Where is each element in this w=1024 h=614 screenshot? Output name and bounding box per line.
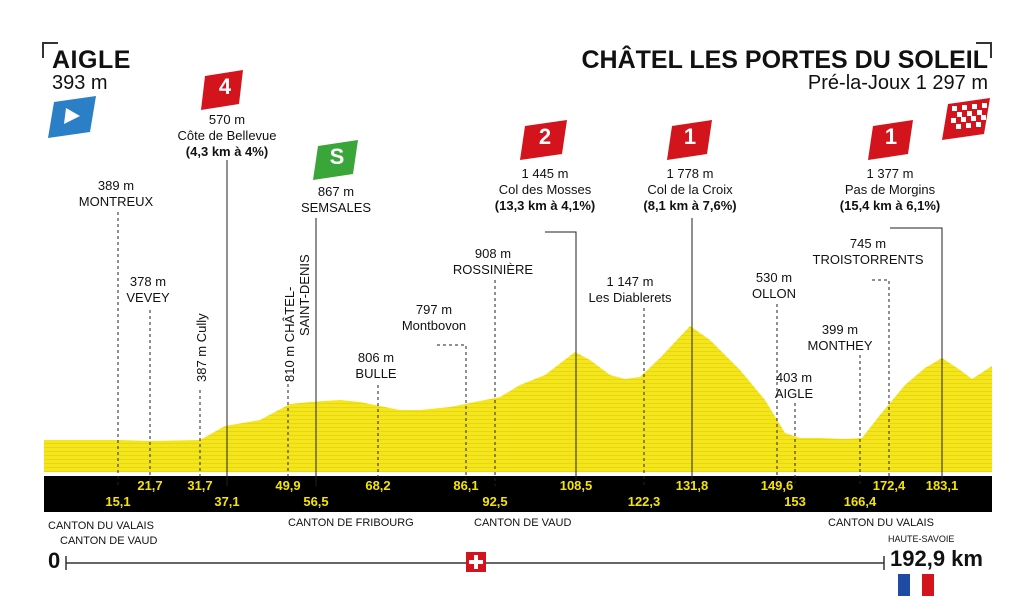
climb-name: Col des Mosses	[498, 182, 592, 197]
km-marker: 122,3	[627, 494, 661, 509]
finish-flag-icon	[942, 98, 990, 140]
finish-town: CHÂTEL LES PORTES DU SOLEIL	[581, 46, 988, 74]
canton-label: CANTON DU VALAIS	[48, 520, 154, 532]
switzerland-flag-icon	[466, 552, 486, 572]
canton-label: CANTON DE VAUD	[60, 535, 158, 547]
climb-label-bellevue: 570 m Côte de Bellevue (4,3 km à 4%)	[177, 112, 276, 160]
climb-altitude: 1 445 m	[521, 166, 569, 181]
sprint-name: SEMSALES	[300, 200, 372, 215]
place-bulle: 806 m BULLE	[355, 350, 397, 381]
frame-corner-right	[976, 42, 992, 58]
km-marker: 149,6	[760, 478, 794, 493]
km-marker: 153	[784, 494, 806, 509]
km-marker: 56,5	[303, 494, 329, 509]
place-montbovon: 797 m Montbovon	[401, 302, 467, 333]
km-band	[44, 476, 992, 512]
climb-detail: (4,3 km à 4%)	[185, 144, 269, 159]
sprint-altitude: 867 m	[317, 184, 355, 199]
km-marker: 15,1	[105, 494, 131, 509]
place-monthey: 399 m MONTHEY	[807, 322, 873, 353]
km-marker: 21,7	[137, 478, 163, 493]
place-diablerets: 1 147 m Les Diablerets	[588, 274, 672, 305]
climb-cat4-number: 4	[218, 74, 232, 99]
climb-name: Pas de Morgins	[844, 182, 936, 197]
sprint-letter: S	[329, 144, 345, 169]
climb-label-croix: 1 778 m Col de la Croix (8,1 km à 7,6%)	[643, 166, 736, 214]
km-marker: 108,5	[559, 478, 593, 493]
km-marker: 37,1	[214, 494, 240, 509]
elevation-area	[44, 326, 992, 472]
canton-label: CANTON DE FRIBOURG	[288, 517, 414, 529]
place-ollon: 530 m OLLON	[751, 270, 797, 301]
climb-label-morgins: 1 377 m Pas de Morgins (15,4 km à 6,1%)	[840, 166, 940, 214]
climb-name: Col de la Croix	[647, 182, 733, 197]
climb-altitude: 1 778 m	[666, 166, 714, 181]
start-town: AIGLE	[52, 46, 131, 74]
sprint-badge	[313, 140, 358, 180]
climb-badge-morgins	[868, 120, 913, 160]
place-rossiniere: 908 m ROSSINIÈRE	[452, 246, 534, 277]
place-troistorrents: 745 m TROISTORRENTS	[812, 236, 924, 267]
place-vevey: 378 m VEVEY	[126, 274, 170, 305]
km-marker: 166,4	[843, 494, 877, 509]
distance-start: 0	[48, 548, 61, 573]
km-marker: 131,8	[675, 478, 709, 493]
climb-badge-croix	[667, 120, 712, 160]
finish-altitude: Pré-la-Joux 1 297 m	[807, 72, 988, 94]
place-montreux: 389 m MONTREUX	[78, 178, 154, 209]
canton-label: CANTON DU VALAIS	[828, 517, 934, 529]
climb-badge-mosses	[520, 120, 567, 160]
place-chatel-st-denis: 810 m CHÂTEL- SAINT-DENIS	[282, 254, 312, 382]
frame-corner-left	[42, 42, 58, 58]
sprint-label: 867 m SEMSALES	[301, 184, 371, 216]
km-marker: 183,1	[925, 478, 959, 493]
km-marker: 92,5	[482, 494, 508, 509]
climb-altitude: 1 377 m	[866, 166, 914, 181]
france-flag-icon	[898, 574, 934, 596]
climb-badge-cat4	[201, 70, 243, 110]
climb-cat2-number: 2	[538, 124, 552, 149]
km-marker: 49,9	[275, 478, 301, 493]
canton-label: CANTON DE VAUD	[474, 517, 572, 529]
climb-cat1-number-morgins: 1	[884, 124, 898, 149]
climb-detail: (13,3 km à 4,1%)	[494, 198, 596, 213]
km-marker: 31,7	[187, 478, 213, 493]
km-marker: 86,1	[453, 478, 479, 493]
place-aigle: 403 m AIGLE	[774, 370, 814, 401]
start-flag-icon	[48, 96, 96, 138]
climb-detail: (8,1 km à 7,6%)	[643, 198, 737, 213]
place-cully: 387 m Cully	[194, 313, 209, 382]
climb-label-mosses: 1 445 m Col des Mosses (13,3 km à 4,1%)	[495, 166, 595, 214]
distance-total: 192,9 km	[890, 546, 983, 571]
climb-name: Côte de Bellevue	[177, 128, 277, 143]
km-marker: 68,2	[365, 478, 391, 493]
start-altitude: 393 m	[52, 72, 108, 94]
canton-label: HAUTE-SAVOIE	[888, 534, 955, 544]
km-marker: 172,4	[872, 478, 906, 493]
climb-detail: (15,4 km à 6,1%)	[839, 198, 941, 213]
climb-altitude: 570 m	[208, 112, 246, 127]
climb-cat1-number-croix: 1	[683, 124, 697, 149]
